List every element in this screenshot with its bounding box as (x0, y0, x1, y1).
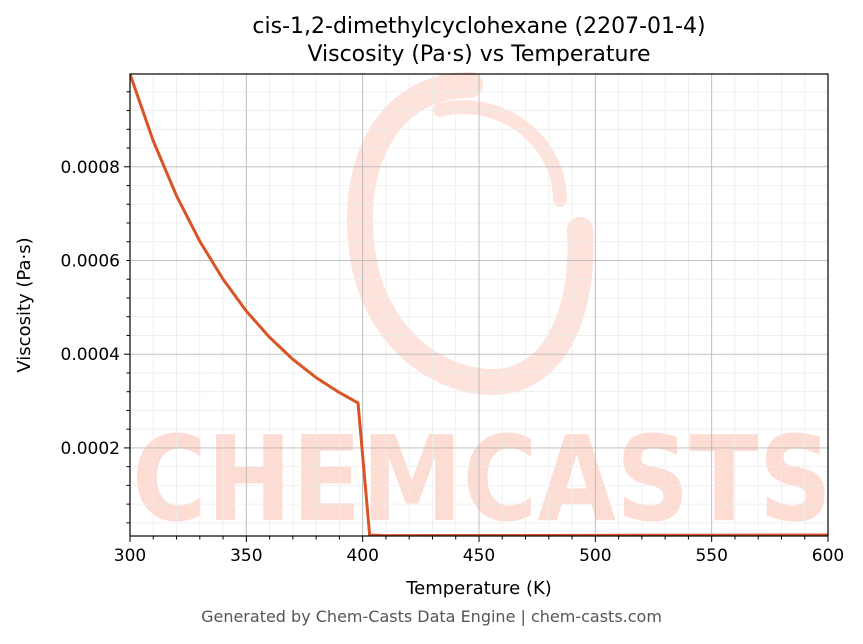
footer-credit: Generated by Chem-Casts Data Engine | ch… (201, 607, 662, 626)
chart-title-line1: cis-1,2-dimethylcyclohexane (2207-01-4) (252, 14, 705, 39)
x-tick-label: 300 (114, 546, 146, 566)
watermark-logo: CHEMCASTS (132, 72, 832, 548)
x-tick-label: 600 (812, 546, 844, 566)
watermark-swirl-inner (433, 100, 567, 207)
x-tick-label: 500 (579, 546, 611, 566)
watermark-text: CHEMCASTS (132, 410, 832, 548)
x-axis: 300 350 400 450 500 550 600 (114, 536, 844, 566)
x-tick-label: 450 (463, 546, 495, 566)
x-axis-label: Temperature (K) (405, 578, 552, 599)
x-tick-label: 400 (346, 546, 378, 566)
x-tick-label: 350 (230, 546, 262, 566)
y-tick-label: 0.0008 (61, 158, 120, 178)
y-tick-label: 0.0002 (61, 439, 120, 459)
chart-title-line2: Viscosity (Pa·s) vs Temperature (307, 42, 650, 67)
major-grid (130, 74, 828, 536)
y-tick-label: 0.0004 (61, 345, 120, 365)
y-axis: 0.0002 0.0004 0.0006 0.0008 (61, 91, 130, 524)
y-tick-label: 0.0006 (61, 251, 120, 271)
y-axis-label: Viscosity (Pa·s) (14, 237, 35, 372)
x-tick-label: 550 (695, 546, 727, 566)
watermark-swirl (346, 72, 594, 395)
